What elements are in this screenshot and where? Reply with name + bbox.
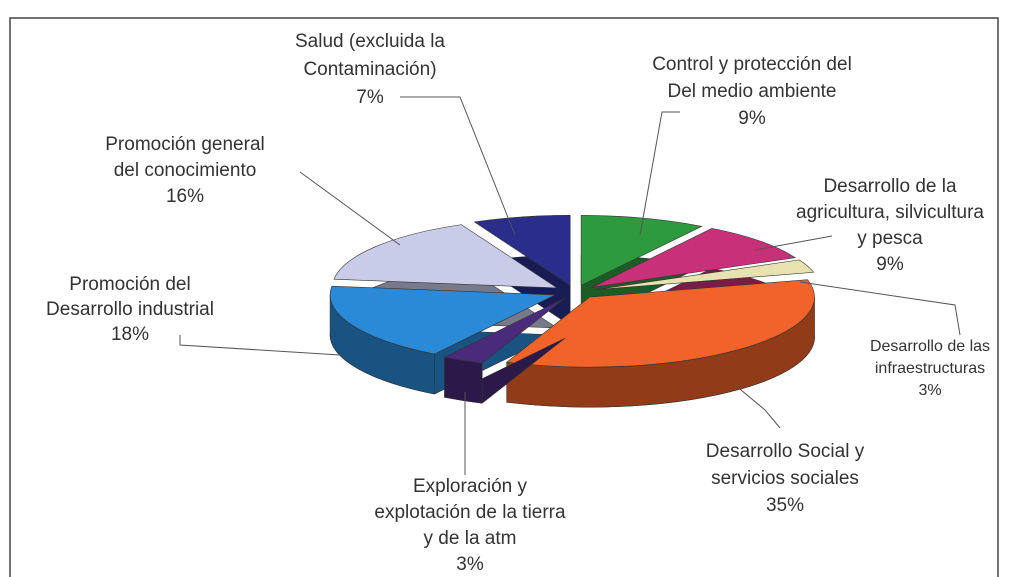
frame [9, 17, 999, 577]
value-label: 7% [356, 87, 384, 108]
value-label: 9% [738, 108, 766, 129]
slice-label: Exploración y [413, 476, 528, 497]
slice-label: del conocimiento [114, 160, 257, 181]
slice [595, 259, 815, 290]
leader-line [299, 171, 401, 246]
value-label: 9% [876, 254, 904, 275]
leader-line [179, 335, 341, 356]
slice-label: agricultura, silvicultura [796, 202, 984, 223]
slice-label: Contaminación) [303, 59, 436, 80]
slice [333, 224, 559, 289]
slice [580, 215, 703, 286]
value-label: 3% [456, 554, 484, 575]
slice [329, 285, 556, 355]
value-label: 18% [111, 324, 149, 345]
slice-label: Salud (excluida la [295, 31, 445, 52]
slice-side [444, 356, 483, 404]
slice-label: Desarrollo de las [870, 338, 990, 355]
leader-line [754, 235, 833, 251]
slice-label: explotación de la tierra [374, 502, 566, 523]
slice-label: Promoción general [105, 134, 264, 155]
slice-label: Control y protección del [652, 54, 852, 75]
value-label: 16% [166, 186, 204, 207]
slice-label: Promoción del [69, 274, 190, 295]
value-label: 35% [766, 495, 804, 516]
value-label: 3% [918, 382, 941, 399]
slice-label: Desarrollo industrial [46, 299, 214, 320]
slice [443, 297, 566, 364]
slice [591, 228, 796, 288]
slice-label: y de la atm [424, 528, 517, 549]
slice-label: Desarrollo Social y [706, 441, 865, 462]
slice-label: Desarrollo de la [823, 176, 956, 197]
leader-line [400, 96, 516, 236]
leader-line [799, 281, 961, 336]
slice-label: Del medio ambiente [668, 81, 837, 102]
slice-label: y pesca [857, 228, 923, 249]
leader-line [734, 384, 781, 429]
slice [505, 279, 815, 368]
slice [473, 215, 571, 286]
leader-line [639, 111, 680, 236]
slice-label: servicios sociales [711, 468, 859, 489]
slice-label: infraestructuras [875, 360, 985, 377]
